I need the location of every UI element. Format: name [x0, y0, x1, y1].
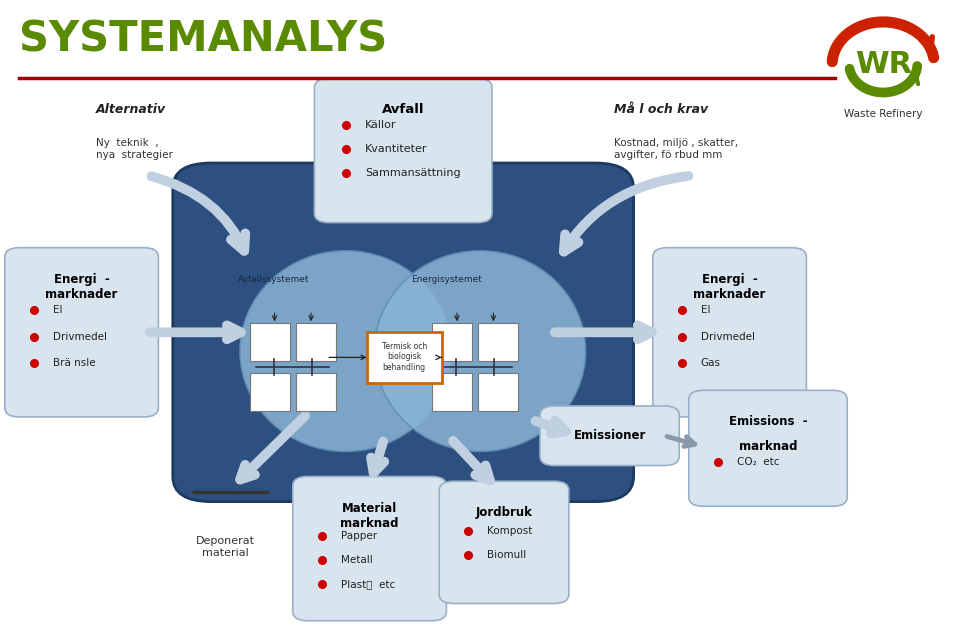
- Text: Energi  -
marknader: Energi - marknader: [45, 273, 118, 301]
- Ellipse shape: [374, 251, 586, 451]
- Text: Material
marknad: Material marknad: [341, 502, 398, 530]
- Text: Metall: Metall: [341, 555, 372, 565]
- Text: avfalls  - och energisystemet: avfalls - och energisystemet: [318, 197, 489, 210]
- Text: marknad: marknad: [739, 440, 797, 453]
- Text: Avfallssystemet: Avfallssystemet: [238, 275, 309, 283]
- Text: Källor: Källor: [365, 120, 396, 130]
- FancyBboxPatch shape: [432, 322, 472, 361]
- Text: Emissioner: Emissioner: [573, 429, 646, 442]
- Text: Må l och krav: Må l och krav: [614, 103, 708, 116]
- FancyBboxPatch shape: [5, 248, 158, 417]
- FancyBboxPatch shape: [293, 477, 446, 621]
- Text: Drivmedel: Drivmedel: [53, 332, 107, 342]
- Text: Waste Refinery: Waste Refinery: [844, 108, 923, 119]
- Text: Jordbruk: Jordbruk: [475, 507, 533, 519]
- Text: Deponerat
material: Deponerat material: [196, 536, 255, 557]
- FancyBboxPatch shape: [250, 372, 290, 411]
- Text: Sammansättning: Sammansättning: [365, 168, 461, 178]
- Ellipse shape: [240, 251, 451, 451]
- FancyBboxPatch shape: [173, 163, 634, 502]
- Text: Brä nsle: Brä nsle: [53, 358, 95, 368]
- Text: Papper: Papper: [341, 531, 377, 541]
- Text: Ny  teknik  ,
nya  strategier: Ny teknik , nya strategier: [96, 138, 173, 159]
- FancyBboxPatch shape: [440, 482, 568, 603]
- Text: Gas: Gas: [701, 358, 721, 368]
- Text: Avfall: Avfall: [382, 103, 424, 117]
- Text: Energi  -
marknader: Energi - marknader: [693, 273, 766, 301]
- FancyBboxPatch shape: [478, 322, 518, 361]
- Text: Det kommunala/regionala: Det kommunala/regionala: [326, 175, 480, 188]
- FancyBboxPatch shape: [432, 372, 472, 411]
- FancyBboxPatch shape: [250, 322, 290, 361]
- Text: Plast，  etc: Plast， etc: [341, 579, 396, 589]
- Text: Emissions  -: Emissions -: [729, 416, 807, 428]
- Text: Termisk och
biologisk
behandling: Termisk och biologisk behandling: [381, 342, 427, 372]
- FancyBboxPatch shape: [296, 322, 336, 361]
- Text: CO₂  etc: CO₂ etc: [737, 458, 780, 467]
- FancyBboxPatch shape: [689, 390, 848, 507]
- Text: Energisystemet: Energisystemet: [411, 275, 482, 283]
- Text: Kompost: Kompost: [488, 527, 533, 536]
- FancyBboxPatch shape: [540, 406, 680, 465]
- FancyBboxPatch shape: [478, 372, 518, 411]
- Text: SYSTEMANALYS: SYSTEMANALYS: [19, 19, 388, 61]
- Text: Alternativ: Alternativ: [96, 103, 166, 116]
- FancyBboxPatch shape: [296, 372, 336, 411]
- Text: Drivmedel: Drivmedel: [701, 332, 755, 342]
- FancyBboxPatch shape: [367, 332, 442, 383]
- Text: Kostnad, miljö , skatter,
avgifter, fö rbud mm: Kostnad, miljö , skatter, avgifter, fö r…: [614, 138, 738, 159]
- FancyBboxPatch shape: [653, 248, 806, 417]
- Text: Biomull: Biomull: [488, 551, 526, 560]
- Text: Kvantiteter: Kvantiteter: [365, 144, 428, 154]
- Text: El: El: [701, 305, 710, 315]
- Text: El: El: [53, 305, 62, 315]
- Text: WR: WR: [854, 50, 912, 79]
- FancyBboxPatch shape: [314, 78, 492, 223]
